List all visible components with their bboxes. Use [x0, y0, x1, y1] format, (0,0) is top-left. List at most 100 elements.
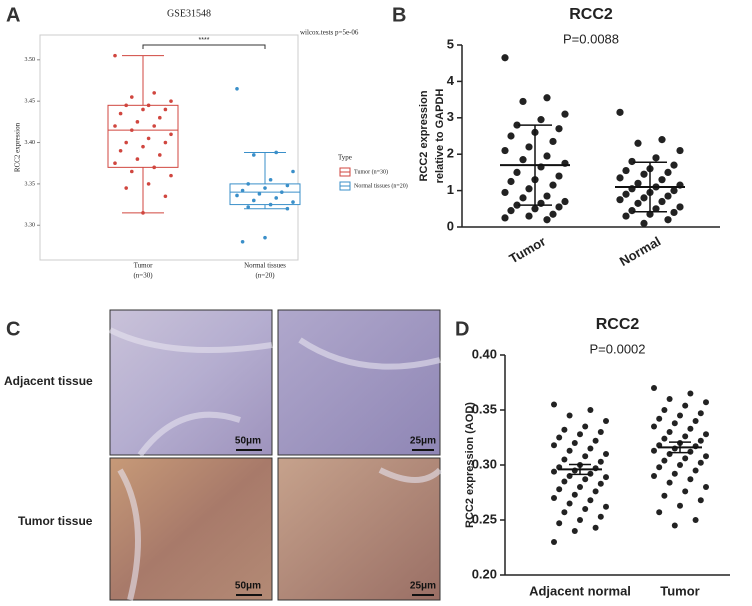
- data-point: [652, 205, 660, 213]
- data-point: [543, 94, 551, 102]
- data-point: [582, 453, 589, 460]
- x-tick-note: (n=20): [255, 272, 275, 280]
- data-point: [566, 447, 573, 454]
- scale-bar-label: 25μm: [410, 436, 436, 447]
- data-point: [587, 407, 594, 413]
- data-point: [169, 173, 173, 178]
- data-point: [661, 407, 668, 413]
- data-point: [682, 433, 689, 440]
- x-tick-label: Tumor: [660, 583, 699, 598]
- data-point: [118, 149, 123, 153]
- data-point: [169, 99, 173, 103]
- x-tick-label: Tumor: [134, 262, 153, 270]
- data-point: [592, 524, 599, 531]
- data-point: [577, 431, 583, 438]
- data-point: [113, 161, 117, 166]
- data-point: [240, 240, 245, 244]
- data-point: [285, 206, 290, 211]
- data-point: [141, 144, 145, 149]
- data-point: [682, 488, 689, 495]
- data-point: [252, 153, 256, 157]
- data-point: [141, 211, 145, 215]
- data-point: [561, 478, 568, 485]
- y-tick-label: 0.40: [472, 346, 497, 361]
- data-point: [551, 539, 557, 545]
- data-point: [658, 176, 666, 184]
- data-point: [124, 140, 128, 145]
- data-point: [603, 474, 609, 481]
- data-point: [152, 165, 156, 170]
- data-point: [592, 437, 599, 444]
- data-point: [582, 476, 589, 483]
- data-point: [561, 456, 568, 463]
- data-point: [697, 410, 704, 417]
- data-point: [664, 216, 672, 224]
- data-point: [549, 181, 557, 189]
- data-point: [622, 212, 630, 220]
- data-point: [141, 107, 145, 112]
- data-point: [577, 517, 583, 523]
- data-point: [582, 423, 589, 430]
- data-point: [549, 137, 557, 146]
- data-point: [285, 183, 290, 188]
- panel-label: D: [455, 318, 469, 340]
- y-tick-label: 0: [447, 218, 454, 233]
- data-point: [561, 110, 569, 118]
- y-tick-label: 3.35: [25, 181, 36, 187]
- y-tick-label: 0.35: [472, 401, 497, 416]
- data-point: [291, 169, 295, 174]
- data-point: [571, 528, 578, 534]
- data-point: [697, 459, 704, 466]
- data-point: [597, 429, 604, 435]
- data-point: [555, 125, 563, 133]
- data-point: [582, 506, 589, 512]
- data-point: [263, 186, 267, 190]
- chart-title: RCC2: [569, 6, 613, 23]
- data-point: [551, 401, 557, 408]
- data-point: [519, 156, 527, 164]
- data-point: [501, 214, 509, 222]
- y-tick-label: 3: [447, 109, 454, 124]
- y-axis-label: RCC2 expression: [14, 122, 22, 172]
- data-point: [651, 447, 657, 454]
- data-point: [566, 500, 573, 507]
- y-tick-label: 3.40: [25, 140, 36, 146]
- data-point: [263, 235, 267, 240]
- data-point: [703, 453, 709, 460]
- data-point: [152, 124, 156, 128]
- data-point: [543, 152, 551, 160]
- data-point: [676, 146, 684, 155]
- data-point: [556, 520, 563, 527]
- data-point: [158, 153, 162, 157]
- data-point: [525, 185, 533, 193]
- data-point: [246, 182, 250, 186]
- data-point: [682, 455, 689, 462]
- data-point: [671, 522, 678, 529]
- data-point: [628, 207, 636, 215]
- data-point: [280, 190, 284, 194]
- data-point: [268, 177, 273, 182]
- data-point: [687, 476, 694, 483]
- data-point: [652, 154, 660, 162]
- x-tick-label: Normal: [617, 234, 663, 269]
- data-point: [519, 97, 527, 106]
- data-point: [501, 54, 509, 62]
- data-point: [676, 203, 684, 211]
- chart-title: GSE31548: [167, 8, 211, 19]
- y-tick-label: 1: [447, 182, 454, 197]
- chart-subtitle: P=0.0088: [563, 31, 619, 46]
- data-point: [163, 140, 168, 145]
- histology-image: [277, 309, 441, 456]
- data-point: [124, 103, 128, 108]
- data-point: [592, 488, 599, 495]
- data-point: [525, 212, 533, 220]
- data-point: [113, 53, 117, 58]
- data-point: [507, 177, 515, 186]
- data-point: [651, 473, 657, 479]
- data-point: [703, 431, 709, 438]
- y-tick-label: 0.25: [472, 511, 497, 526]
- data-point: [622, 166, 630, 175]
- data-point: [666, 479, 673, 486]
- data-point: [616, 174, 624, 182]
